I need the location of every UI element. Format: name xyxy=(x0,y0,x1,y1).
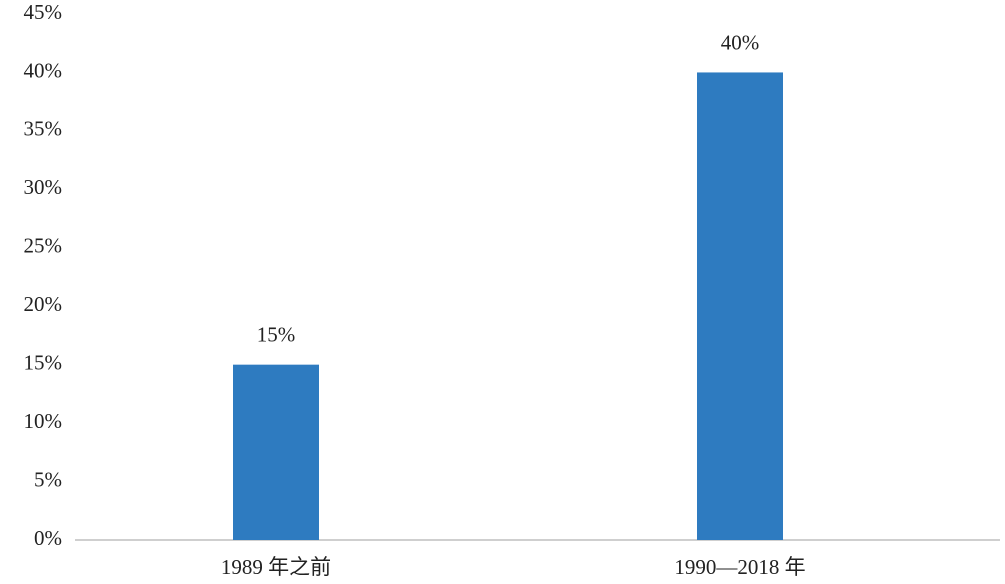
y-tick-label: 30% xyxy=(24,175,63,199)
x-tick-label: 1989 年之前 xyxy=(221,555,331,579)
y-tick-label: 20% xyxy=(24,292,63,316)
y-tick-label: 40% xyxy=(24,58,63,82)
value-label: 15% xyxy=(257,322,296,346)
y-tick-label: 0% xyxy=(34,526,62,550)
y-tick-label: 15% xyxy=(24,350,63,374)
bar xyxy=(233,364,319,540)
bar xyxy=(697,72,783,540)
y-tick-label: 10% xyxy=(24,409,63,433)
y-tick-label: 35% xyxy=(24,117,63,141)
x-tick-label: 1990—2018 年 xyxy=(674,555,805,579)
y-tick-label: 25% xyxy=(24,234,63,258)
value-label: 40% xyxy=(721,30,760,54)
y-tick-label: 45% xyxy=(24,0,63,24)
y-tick-label: 5% xyxy=(34,467,62,491)
